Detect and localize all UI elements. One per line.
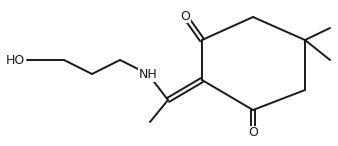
Text: HO: HO xyxy=(5,53,25,66)
Text: O: O xyxy=(180,9,190,22)
Text: O: O xyxy=(248,126,258,139)
Text: NH: NH xyxy=(139,67,158,80)
